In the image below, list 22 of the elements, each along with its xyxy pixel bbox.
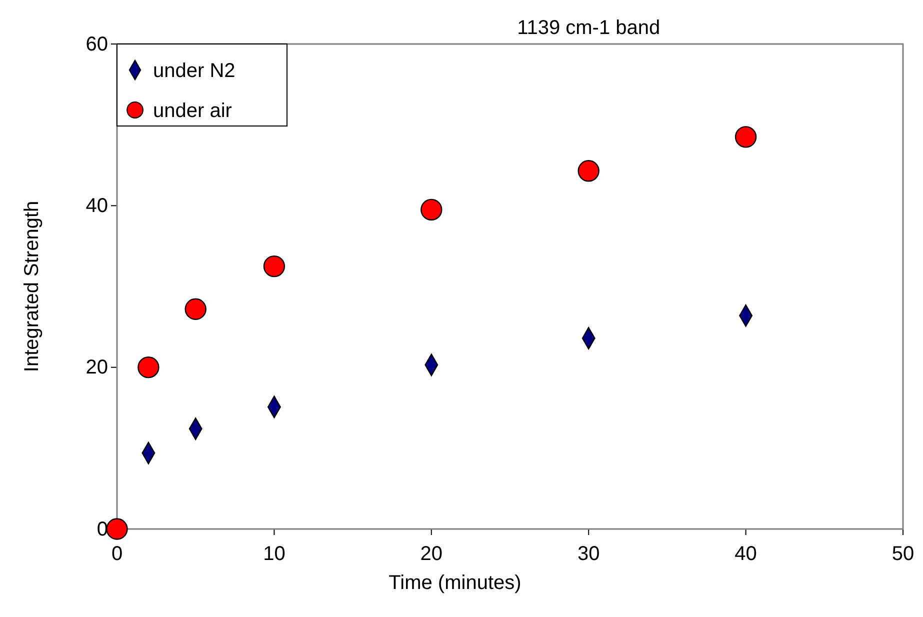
y-tick-label: 0 <box>96 518 108 540</box>
x-axis-title: Time (minutes) <box>388 572 522 594</box>
legend-label: under N2 <box>153 60 236 82</box>
x-tick-label: 40 <box>734 543 757 565</box>
point <box>578 160 600 182</box>
x-tick-label: 10 <box>263 543 286 565</box>
legend-label: under air <box>153 100 232 122</box>
x-tick-label: 20 <box>420 543 443 565</box>
x-tick-label: 30 <box>577 543 600 565</box>
point <box>420 198 442 221</box>
x-tick-label: 0 <box>111 543 123 565</box>
point <box>734 126 757 148</box>
y-tick-label: 20 <box>86 356 108 379</box>
point <box>184 298 206 320</box>
x-tick-label: 50 <box>892 543 914 565</box>
y-axis-title: Integrated Strength <box>21 200 43 372</box>
point <box>106 518 128 540</box>
chart-title: 1139 cm-1 band <box>517 17 660 39</box>
y-tick-label: 40 <box>86 195 108 218</box>
point <box>263 255 286 278</box>
y-tick-label: 60 <box>86 33 108 56</box>
point <box>138 356 160 378</box>
